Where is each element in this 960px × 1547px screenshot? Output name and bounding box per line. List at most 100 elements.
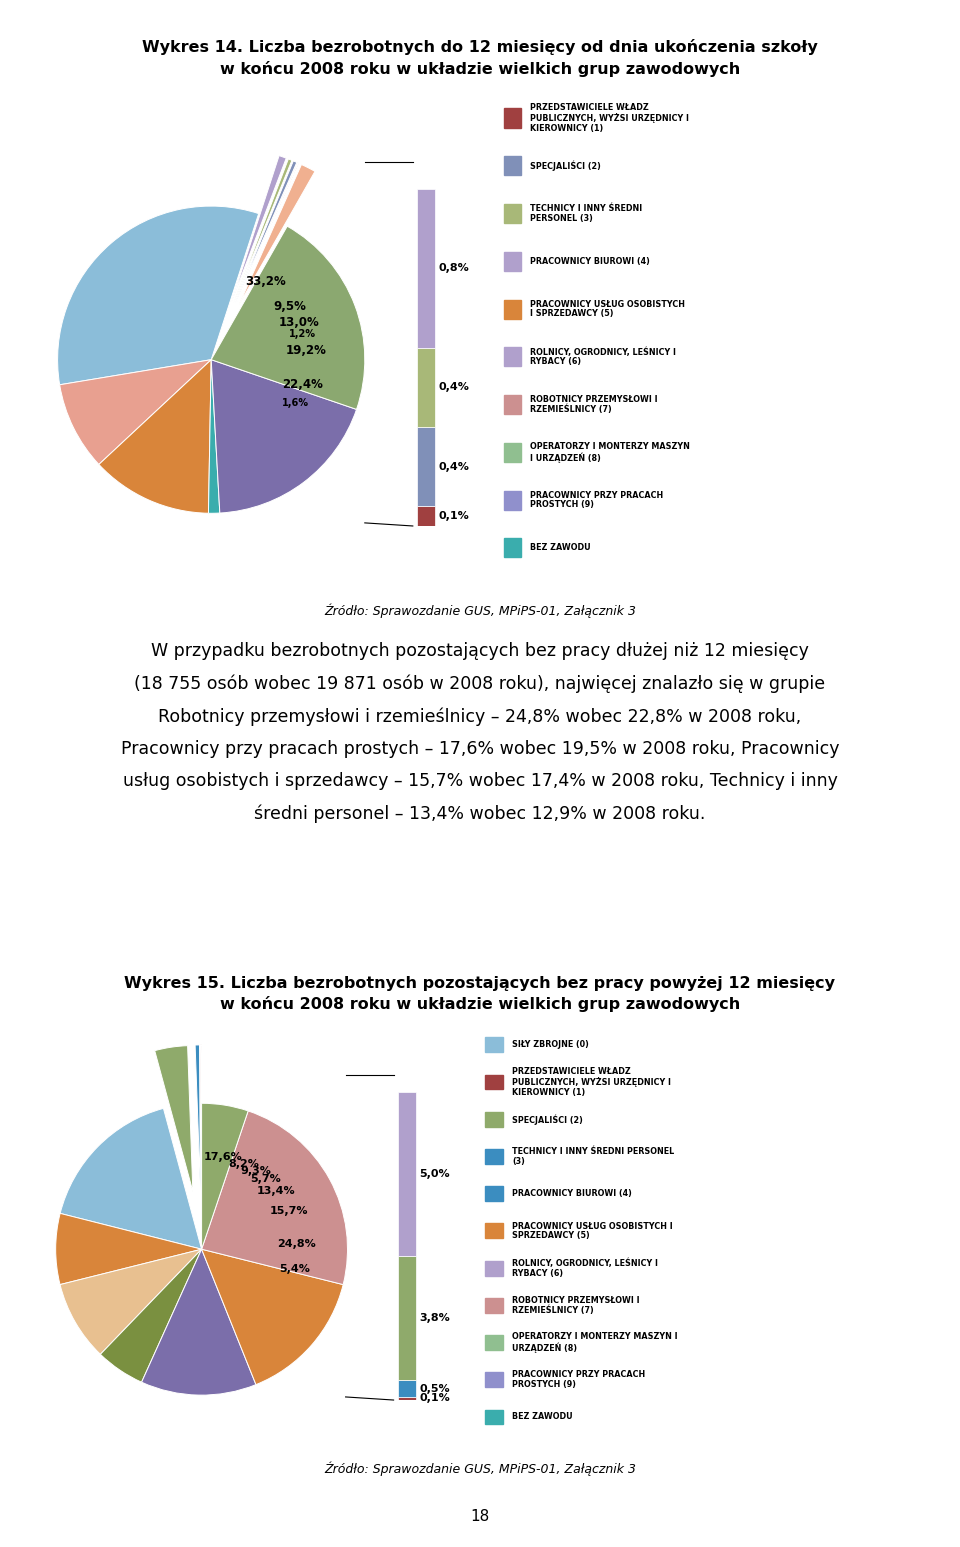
Wedge shape: [211, 226, 365, 410]
Text: 19,2%: 19,2%: [285, 343, 326, 357]
Wedge shape: [60, 359, 211, 464]
Text: ROBOTNICY PRZEMYSŁOWI I
RZEMIEŚLNICY (7): ROBOTNICY PRZEMYSŁOWI I RZEMIEŚLNICY (7): [530, 394, 658, 415]
Bar: [485, 1149, 503, 1163]
Text: 1,6%: 1,6%: [282, 399, 309, 408]
Text: PRACOWNICY PRZY PRACACH
PROSTYCH (9): PRACOWNICY PRZY PRACACH PROSTYCH (9): [530, 490, 663, 509]
Text: 9,5%: 9,5%: [274, 300, 306, 312]
Text: PRACOWNICY PRZY PRACACH
PROSTYCH (9): PRACOWNICY PRZY PRACACH PROSTYCH (9): [513, 1371, 645, 1389]
Bar: [485, 1409, 503, 1425]
Text: 5,4%: 5,4%: [279, 1264, 310, 1273]
Text: PRZEDSTAWICIELE WŁADZ
PUBLICZNYCH, WYŻSI URZĘDNICY I
KIEROWNICY (1): PRZEDSTAWICIELE WŁADZ PUBLICZNYCH, WYŻSI…: [530, 104, 689, 133]
Text: 0,1%: 0,1%: [439, 511, 469, 521]
Bar: [504, 300, 521, 319]
Text: ROBOTNICY PRZEMYSŁOWI I
RZEMIEŚLNICY (7): ROBOTNICY PRZEMYSŁOWI I RZEMIEŚLNICY (7): [513, 1296, 640, 1315]
Text: Źródło: Sprawozdanie GUS, MPiPS-01, Załącznik 3: Źródło: Sprawozdanie GUS, MPiPS-01, Załą…: [324, 1462, 636, 1476]
Wedge shape: [58, 206, 258, 385]
Bar: [504, 538, 521, 557]
Text: TECHNICY I INNY ŚREDNI
PERSONEL (3): TECHNICY I INNY ŚREDNI PERSONEL (3): [530, 204, 642, 223]
Bar: [417, 189, 435, 348]
Text: SPECJALIŚCI (2): SPECJALIŚCI (2): [513, 1114, 583, 1125]
Bar: [485, 1335, 503, 1351]
Text: 9,3%: 9,3%: [240, 1166, 272, 1176]
Bar: [504, 108, 521, 127]
Bar: [485, 1112, 503, 1126]
Text: BEZ ZAWODU: BEZ ZAWODU: [530, 543, 590, 552]
Text: ROLNICY, OGRODNICY, LEŚNICY I
RYBACY (6): ROLNICY, OGRODNICY, LEŚNICY I RYBACY (6): [530, 347, 676, 367]
Text: 0,4%: 0,4%: [439, 382, 469, 393]
Text: 18: 18: [470, 1508, 490, 1524]
Text: ROLNICY, OGRODNICY, LEŚNICY I
RYBACY (6): ROLNICY, OGRODNICY, LEŚNICY I RYBACY (6): [513, 1259, 659, 1278]
Text: 8,2%: 8,2%: [228, 1159, 259, 1170]
Text: PRZEDSTAWICIELE WŁADZ
PUBLICZNYCH, WYŻSI URZĘDNICY I
KIEROWNICY (1): PRZEDSTAWICIELE WŁADZ PUBLICZNYCH, WYŻSI…: [513, 1067, 671, 1097]
Wedge shape: [239, 164, 315, 305]
Bar: [504, 490, 521, 509]
Text: Wykres 15. Liczba bezrobotnych pozostających bez pracy powyżej 12 miesięcy
w koń: Wykres 15. Liczba bezrobotnych pozostają…: [125, 976, 835, 1012]
Text: OPERATORZY I MONTERZY MASZYN I
URZĄDZEŃ (8): OPERATORZY I MONTERZY MASZYN I URZĄDZEŃ …: [513, 1332, 678, 1352]
Bar: [504, 394, 521, 415]
Wedge shape: [208, 359, 220, 514]
Text: PRACOWNICY BIUROWI (4): PRACOWNICY BIUROWI (4): [513, 1190, 632, 1199]
Bar: [504, 204, 521, 223]
Bar: [485, 1187, 503, 1200]
Wedge shape: [155, 1046, 193, 1191]
Text: SPECJALIŚCI (2): SPECJALIŚCI (2): [530, 161, 601, 172]
Bar: [417, 506, 435, 526]
Bar: [504, 347, 521, 367]
Text: SIŁY ZBROJNE (0): SIŁY ZBROJNE (0): [513, 1040, 589, 1049]
Wedge shape: [141, 1250, 256, 1395]
Text: 1,2%: 1,2%: [289, 330, 317, 339]
Bar: [485, 1224, 503, 1238]
Wedge shape: [60, 1250, 202, 1354]
Text: 13,0%: 13,0%: [278, 316, 320, 330]
Text: 0,4%: 0,4%: [439, 461, 469, 472]
Bar: [397, 1397, 416, 1400]
Wedge shape: [211, 359, 356, 514]
Text: Wykres 14. Liczba bezrobotnych do 12 miesięcy od dnia ukończenia szkoły
w końcu : Wykres 14. Liczba bezrobotnych do 12 mie…: [142, 39, 818, 77]
Wedge shape: [195, 1044, 201, 1191]
Wedge shape: [99, 359, 211, 514]
Bar: [397, 1256, 416, 1380]
Text: PRACOWNICY USŁUG OSOBISTYCH
I SPRZEDAWCY (5): PRACOWNICY USŁUG OSOBISTYCH I SPRZEDAWCY…: [530, 300, 685, 319]
Bar: [485, 1075, 503, 1089]
Wedge shape: [236, 162, 299, 303]
Wedge shape: [202, 1250, 343, 1385]
Wedge shape: [231, 156, 286, 302]
Text: 33,2%: 33,2%: [245, 275, 286, 288]
Text: 24,8%: 24,8%: [276, 1239, 316, 1248]
Wedge shape: [202, 1111, 348, 1284]
Text: 0,5%: 0,5%: [420, 1383, 449, 1394]
Text: W przypadku bezrobotnych pozostających bez pracy dłużej niż 12 miesięcy
(18 755 : W przypadku bezrobotnych pozostających b…: [121, 642, 839, 823]
Wedge shape: [101, 1250, 202, 1381]
Bar: [417, 348, 435, 427]
Text: PRACOWNICY BIUROWI (4): PRACOWNICY BIUROWI (4): [530, 257, 650, 266]
Text: 15,7%: 15,7%: [270, 1207, 308, 1216]
Text: 5,7%: 5,7%: [251, 1174, 281, 1183]
Text: 17,6%: 17,6%: [204, 1153, 243, 1162]
Text: TECHNICY I INNY ŚREDNI PERSONEL
(3): TECHNICY I INNY ŚREDNI PERSONEL (3): [513, 1148, 675, 1166]
Wedge shape: [233, 159, 292, 303]
Text: 3,8%: 3,8%: [420, 1313, 450, 1323]
Bar: [485, 1261, 503, 1276]
Bar: [417, 427, 435, 506]
Bar: [485, 1372, 503, 1388]
Wedge shape: [202, 1103, 248, 1250]
Bar: [504, 252, 521, 271]
Bar: [485, 1298, 503, 1313]
Bar: [397, 1092, 416, 1256]
Bar: [504, 156, 521, 175]
Text: BEZ ZAWODU: BEZ ZAWODU: [513, 1412, 573, 1422]
Text: PRACOWNICY USŁUG OSOBISTYCH I
SPRZEDAWCY (5): PRACOWNICY USŁUG OSOBISTYCH I SPRZEDAWCY…: [513, 1222, 673, 1241]
Text: 22,4%: 22,4%: [282, 379, 324, 391]
Text: 13,4%: 13,4%: [257, 1185, 296, 1196]
Text: 5,0%: 5,0%: [420, 1170, 449, 1179]
Bar: [504, 442, 521, 463]
Wedge shape: [60, 1108, 202, 1250]
Text: Źródło: Sprawozdanie GUS, MPiPS-01, Załącznik 3: Źródło: Sprawozdanie GUS, MPiPS-01, Załą…: [324, 603, 636, 617]
Bar: [397, 1380, 416, 1397]
Text: 0,8%: 0,8%: [439, 263, 469, 274]
Wedge shape: [56, 1213, 202, 1284]
Wedge shape: [235, 161, 297, 303]
Bar: [485, 1038, 503, 1052]
Text: OPERATORZY I MONTERZY MASZYN
I URZĄDZEŃ (8): OPERATORZY I MONTERZY MASZYN I URZĄDZEŃ …: [530, 442, 690, 463]
Text: 0,1%: 0,1%: [420, 1394, 450, 1403]
